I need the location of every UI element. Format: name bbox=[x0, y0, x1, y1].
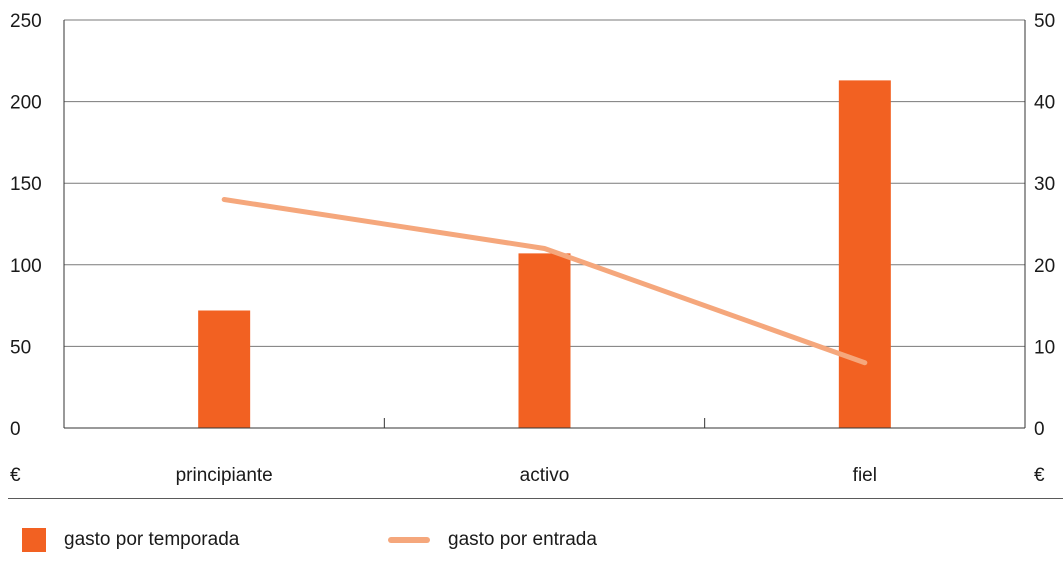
y-right-tick-label: 20 bbox=[1034, 256, 1055, 277]
bars bbox=[198, 80, 891, 428]
series-line bbox=[221, 197, 868, 366]
legend-swatch-line bbox=[388, 537, 430, 543]
bar bbox=[198, 310, 251, 428]
legend-swatch-bar bbox=[22, 528, 46, 552]
y-right-tick-label: 40 bbox=[1034, 93, 1055, 114]
y-right-tick-label: 0 bbox=[1034, 419, 1045, 440]
y-left-tick-label: 100 bbox=[10, 256, 42, 277]
y-right-tick-label: 10 bbox=[1034, 337, 1055, 358]
x-category-label: fiel bbox=[853, 465, 877, 486]
y-right-tick-label: 30 bbox=[1034, 174, 1055, 195]
x-category-label: principiante bbox=[176, 465, 273, 486]
bar bbox=[518, 253, 571, 428]
y-left-tick-label: 200 bbox=[10, 93, 42, 114]
x-category-label: activo bbox=[520, 465, 570, 486]
y-left-tick-label: 150 bbox=[10, 174, 42, 195]
chart: 0 50 100 150 200 250 0 10 20 30 40 50 principiante ac… bbox=[10, 11, 1055, 486]
legend-item-line: gasto por entrada bbox=[388, 520, 597, 560]
y-left-tick-label: 250 bbox=[10, 11, 42, 32]
y-right-unit-label: € bbox=[1034, 465, 1045, 486]
bar bbox=[838, 80, 891, 428]
legend: gasto por temporada gasto por entrada bbox=[22, 520, 1042, 560]
line-series bbox=[221, 197, 868, 366]
axes bbox=[63, 20, 1026, 429]
y-left-unit-label: € bbox=[10, 465, 21, 486]
y-right-tick-label: 50 bbox=[1034, 11, 1055, 32]
y-left-tick-label: 50 bbox=[10, 337, 31, 358]
axis-labels: 0 50 100 150 200 250 0 10 20 30 40 50 principiante ac… bbox=[10, 11, 1055, 486]
legend-item-bar: gasto por temporada bbox=[22, 520, 239, 560]
legend-label-bar: gasto por temporada bbox=[64, 529, 240, 550]
legend-divider bbox=[8, 498, 1063, 499]
legend-label-line: gasto por entrada bbox=[448, 529, 597, 550]
y-left-tick-label: 0 bbox=[10, 419, 21, 440]
